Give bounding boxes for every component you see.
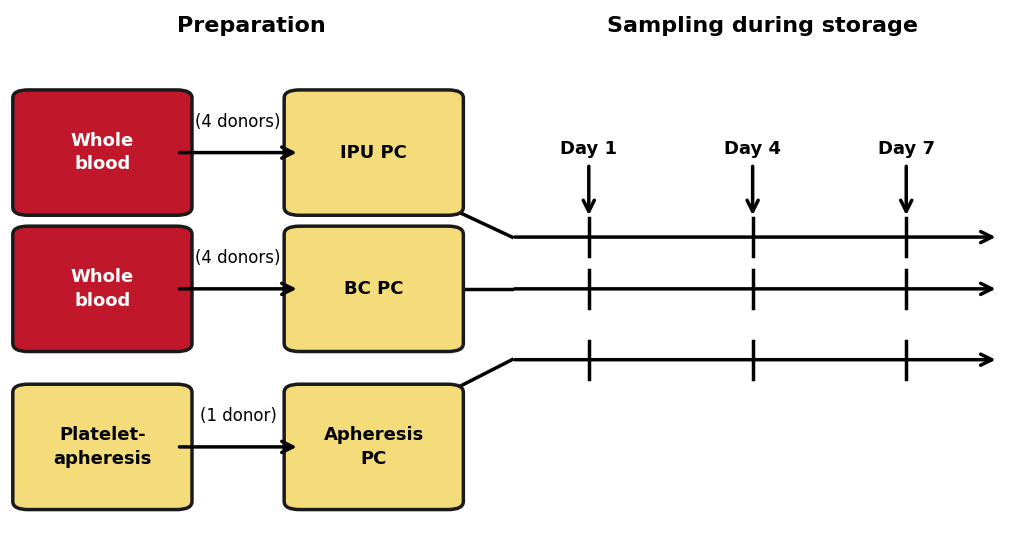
Text: Apheresis
PC: Apheresis PC: [324, 426, 424, 468]
Text: Day 1: Day 1: [560, 140, 617, 158]
Text: BC PC: BC PC: [344, 280, 403, 298]
FancyBboxPatch shape: [284, 226, 463, 352]
Text: IPU PC: IPU PC: [340, 143, 408, 162]
Text: (1 donor): (1 donor): [200, 407, 276, 425]
FancyBboxPatch shape: [284, 90, 463, 215]
Text: Day 4: Day 4: [724, 140, 781, 158]
Text: Day 7: Day 7: [878, 140, 935, 158]
Text: (4 donors): (4 donors): [196, 113, 281, 131]
FancyBboxPatch shape: [13, 384, 193, 510]
Text: Sampling during storage: Sampling during storage: [607, 16, 919, 37]
Text: (4 donors): (4 donors): [196, 249, 281, 267]
Text: Preparation: Preparation: [176, 16, 326, 37]
FancyBboxPatch shape: [284, 384, 463, 510]
Text: Whole
blood: Whole blood: [71, 268, 134, 310]
FancyBboxPatch shape: [13, 90, 193, 215]
FancyBboxPatch shape: [13, 226, 193, 352]
Text: Whole
blood: Whole blood: [71, 132, 134, 173]
Text: Platelet-
apheresis: Platelet- apheresis: [53, 426, 152, 468]
